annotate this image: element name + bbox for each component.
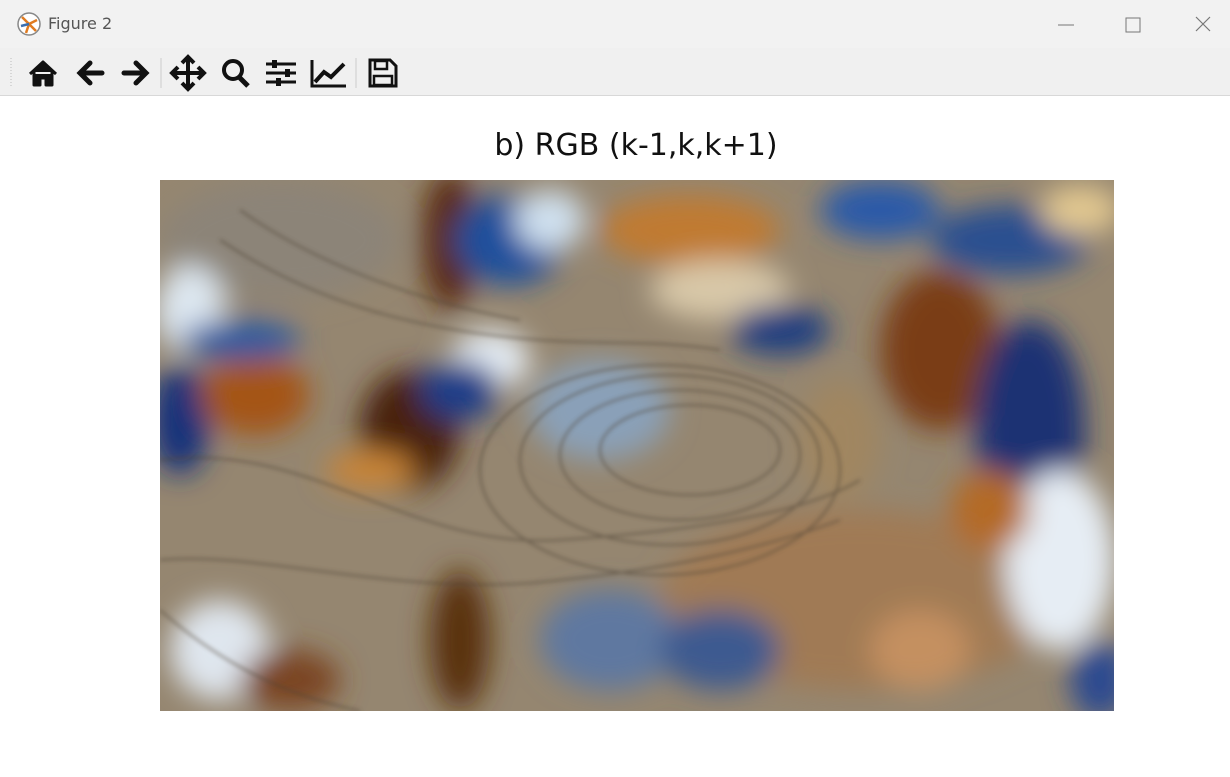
back-button[interactable]: [80, 63, 102, 83]
window-controls: [1050, 10, 1230, 40]
toolbar: [0, 48, 1230, 96]
window: Figure 2 b) RGB (k-1,k,k+1): [0, 0, 1230, 777]
zoom-button[interactable]: [224, 61, 248, 86]
toolbar-icons: [8, 52, 408, 92]
app-icon: [16, 11, 42, 37]
configure-button[interactable]: [266, 60, 296, 86]
close-button[interactable]: [1196, 17, 1210, 31]
save-button[interactable]: [370, 60, 396, 86]
figure-title: b) RGB (k-1,k,k+1): [0, 128, 1230, 163]
axes-button[interactable]: [312, 60, 346, 86]
seismic-image: [160, 180, 1114, 711]
home-button[interactable]: [30, 62, 56, 85]
maximize-button[interactable]: [1126, 18, 1140, 32]
title-bar: Figure 2: [0, 0, 1230, 48]
forward-button[interactable]: [124, 63, 146, 83]
pan-button[interactable]: [172, 57, 204, 89]
window-title: Figure 2: [48, 14, 112, 33]
